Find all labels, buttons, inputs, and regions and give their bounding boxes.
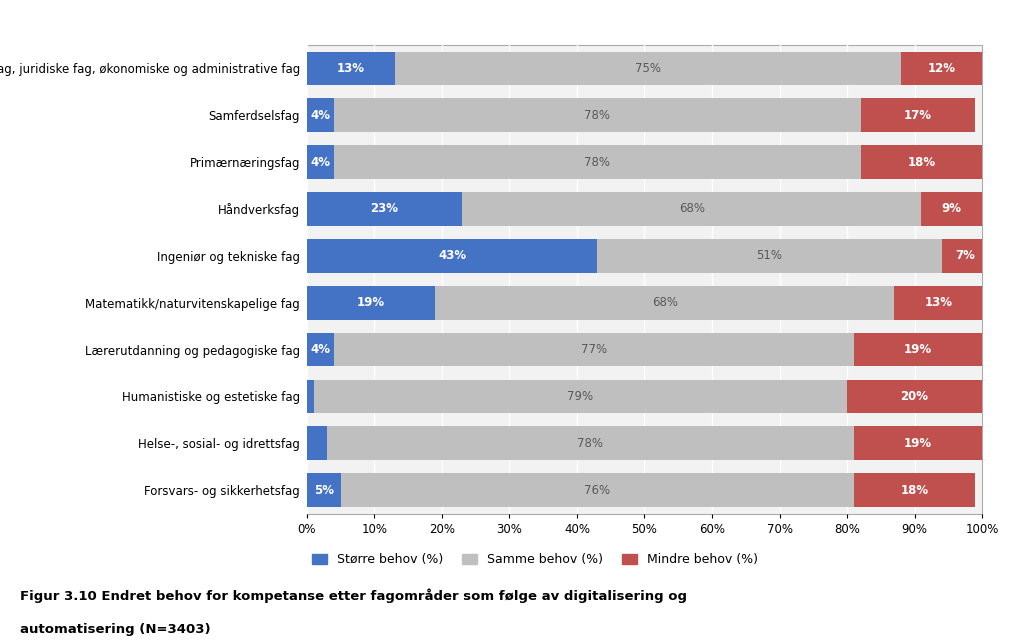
Text: 18%: 18% (900, 483, 929, 497)
Bar (333, 145, 860, 179)
Bar (860, 145, 982, 179)
Text: 51%: 51% (756, 249, 783, 263)
Bar (307, 379, 314, 413)
Bar (307, 192, 462, 226)
Text: 5%: 5% (314, 483, 333, 497)
Bar (341, 473, 854, 507)
Text: 43%: 43% (438, 249, 466, 263)
Text: 12%: 12% (928, 62, 955, 75)
Text: 23%: 23% (370, 202, 399, 216)
Bar (922, 192, 982, 226)
Text: 78%: 78% (584, 155, 611, 169)
Text: 77%: 77% (581, 343, 607, 356)
Bar (854, 426, 982, 460)
Text: 13%: 13% (337, 62, 365, 75)
Text: 19%: 19% (904, 343, 932, 356)
Text: 76%: 76% (584, 483, 611, 497)
Text: 78%: 78% (577, 437, 604, 450)
Text: 4%: 4% (310, 343, 330, 356)
Legend: Større behov (%), Samme behov (%), Mindre behov (%): Større behov (%), Samme behov (%), Mindr… (307, 548, 763, 571)
Bar (307, 51, 395, 85)
Bar (395, 51, 901, 85)
Bar (854, 333, 982, 367)
Bar (327, 426, 854, 460)
Bar (307, 98, 333, 132)
Text: 75%: 75% (635, 62, 661, 75)
Text: 78%: 78% (584, 108, 611, 122)
Bar (894, 286, 982, 320)
Text: 19%: 19% (904, 437, 932, 450)
Bar (307, 286, 435, 320)
Text: automatisering (N=3403): automatisering (N=3403) (20, 623, 211, 636)
Bar (435, 286, 894, 320)
Bar (307, 333, 333, 367)
Text: 17%: 17% (904, 108, 932, 122)
Text: 4%: 4% (310, 108, 330, 122)
Text: 19%: 19% (357, 296, 385, 309)
Text: 4%: 4% (310, 155, 330, 169)
Text: 18%: 18% (907, 155, 935, 169)
Bar (333, 98, 860, 132)
Text: 68%: 68% (678, 202, 705, 216)
Text: 13%: 13% (924, 296, 952, 309)
Bar (307, 473, 341, 507)
Bar (307, 426, 327, 460)
Bar (597, 239, 941, 273)
Bar (847, 379, 982, 413)
Bar (307, 145, 333, 179)
Bar (307, 239, 597, 273)
Bar (901, 51, 982, 85)
Bar (462, 192, 922, 226)
Text: Figur 3.10 Endret behov for kompetanse etter fagområder som følge av digitaliser: Figur 3.10 Endret behov for kompetanse e… (20, 589, 687, 603)
Text: 20%: 20% (900, 390, 929, 403)
Text: 9%: 9% (942, 202, 962, 216)
Bar (941, 239, 989, 273)
Bar (314, 379, 847, 413)
Bar (860, 98, 975, 132)
Text: 68%: 68% (652, 296, 678, 309)
Bar (854, 473, 975, 507)
Text: 79%: 79% (568, 390, 593, 403)
Text: 7%: 7% (955, 249, 975, 263)
Bar (333, 333, 854, 367)
